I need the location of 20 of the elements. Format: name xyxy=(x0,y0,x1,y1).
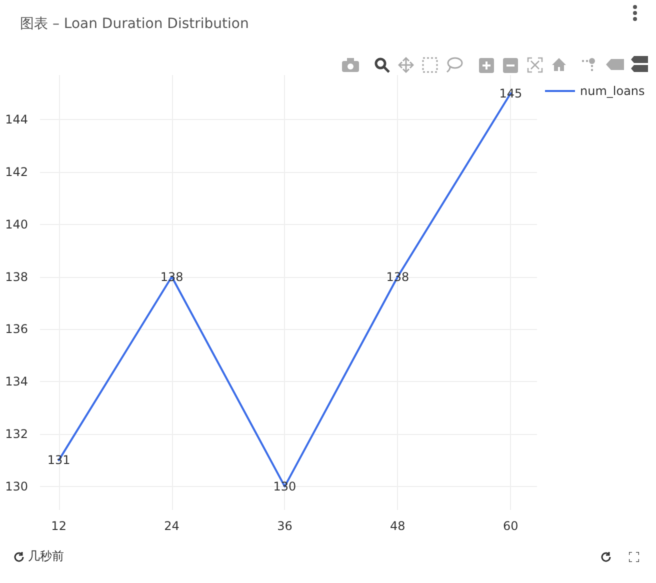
x-tick-label: 48 xyxy=(390,519,406,533)
x-tick-label: 12 xyxy=(51,519,66,533)
y-tick-label: 130 xyxy=(5,479,28,494)
y-tick-label: 144 xyxy=(5,112,28,127)
x-tick-label: 36 xyxy=(277,519,292,533)
data-label: 138 xyxy=(160,270,184,284)
data-label: 130 xyxy=(273,479,296,494)
chart-title: 图表 – Loan Duration Distribution xyxy=(20,16,249,32)
y-tick-label: 142 xyxy=(5,164,28,179)
y-tick-label: 136 xyxy=(5,322,28,336)
y-tick-label: 140 xyxy=(5,217,28,232)
y-tick-label: 132 xyxy=(5,427,28,442)
x-tick-label: 60 xyxy=(503,519,518,533)
legend-label: num_loans xyxy=(580,84,645,98)
y-tick-label: 138 xyxy=(5,270,28,284)
text: 几秒前 xyxy=(28,549,64,563)
x-tick-label: 24 xyxy=(164,519,180,533)
y-tick-label: 134 xyxy=(5,374,28,389)
data-label: 131 xyxy=(47,453,70,468)
data-label: 145 xyxy=(499,86,522,100)
